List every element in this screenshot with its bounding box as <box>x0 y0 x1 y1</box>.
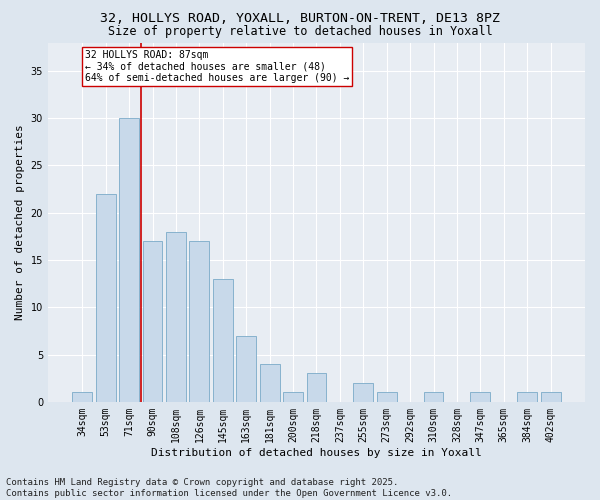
Bar <box>73 392 92 402</box>
Bar <box>424 392 443 402</box>
Text: Contains HM Land Registry data © Crown copyright and database right 2025.
Contai: Contains HM Land Registry data © Crown c… <box>6 478 452 498</box>
Bar <box>166 232 186 402</box>
Bar <box>377 392 397 402</box>
Bar <box>143 241 163 402</box>
Bar <box>307 374 326 402</box>
Text: 32 HOLLYS ROAD: 87sqm
← 34% of detached houses are smaller (48)
64% of semi-deta: 32 HOLLYS ROAD: 87sqm ← 34% of detached … <box>85 50 349 84</box>
Bar <box>119 118 139 402</box>
Bar <box>213 279 233 402</box>
Bar <box>236 336 256 402</box>
X-axis label: Distribution of detached houses by size in Yoxall: Distribution of detached houses by size … <box>151 448 482 458</box>
Bar <box>283 392 303 402</box>
Bar <box>96 194 116 402</box>
Bar <box>260 364 280 402</box>
Text: Size of property relative to detached houses in Yoxall: Size of property relative to detached ho… <box>107 25 493 38</box>
Y-axis label: Number of detached properties: Number of detached properties <box>15 124 25 320</box>
Text: 32, HOLLYS ROAD, YOXALL, BURTON-ON-TRENT, DE13 8PZ: 32, HOLLYS ROAD, YOXALL, BURTON-ON-TRENT… <box>100 12 500 26</box>
Bar <box>541 392 560 402</box>
Bar <box>190 241 209 402</box>
Bar <box>470 392 490 402</box>
Bar <box>353 383 373 402</box>
Bar <box>517 392 537 402</box>
